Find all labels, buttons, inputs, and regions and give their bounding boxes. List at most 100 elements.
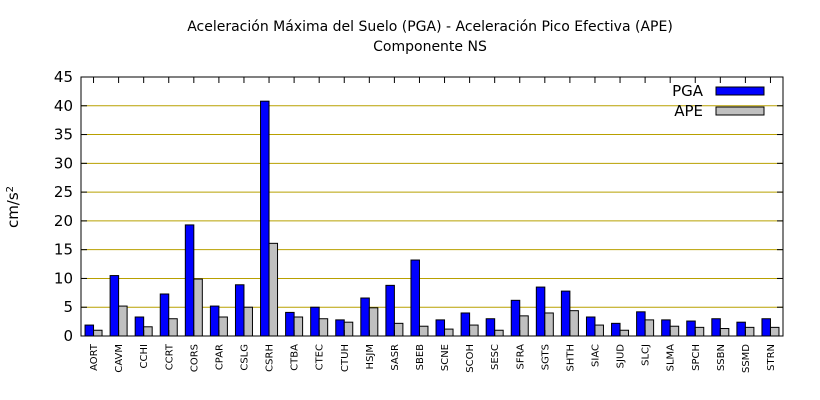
bar-ape <box>118 305 128 337</box>
bar-ape <box>418 325 429 337</box>
bar-pga <box>510 299 521 337</box>
x-category-label: SFRA <box>515 344 526 370</box>
bar-ape <box>318 318 329 337</box>
x-category-label: CAVM <box>114 344 125 373</box>
x-category-label: CTUH <box>340 344 351 372</box>
x-category-label: HSJM <box>365 344 376 369</box>
y-axis-label: cm/s2 <box>4 186 22 228</box>
legend-label: PGA <box>672 82 704 100</box>
x-category-label: SJUD <box>616 344 627 369</box>
bar-ape <box>594 324 604 337</box>
y-ticks: 0 5 10 15 20 25 30 35 40 45 <box>54 68 783 345</box>
bar-ape <box>544 312 554 337</box>
bar-ape <box>193 278 203 337</box>
x-category-label: CTBA <box>290 344 301 371</box>
bar-pga <box>410 259 420 337</box>
x-category-label: STRN <box>766 344 777 371</box>
bar-ape <box>644 319 655 337</box>
bar-pga <box>736 321 746 337</box>
bar-pga <box>435 319 446 337</box>
bars <box>84 100 780 337</box>
bar-ape <box>719 328 730 337</box>
bar-ape <box>569 310 579 337</box>
bar-pga <box>585 316 596 337</box>
x-category-label: AORT <box>89 343 100 371</box>
y-tick-label: 30 <box>54 154 73 172</box>
bar-pga <box>535 286 546 337</box>
x-category-label: SGTS <box>540 344 551 370</box>
x-categories: AORT CAVM CCHI CCRT CORS CPAR CSLG CSRH CTBA CTEC… <box>89 77 777 373</box>
bar-pga <box>560 290 571 337</box>
bar-ape <box>168 318 178 337</box>
bar-pga <box>134 316 145 337</box>
bar-pga <box>761 318 771 337</box>
x-category-label: SLMA <box>666 344 677 372</box>
bar-ape <box>243 306 253 337</box>
bar-ape <box>393 322 404 337</box>
bar-pga <box>285 311 295 337</box>
chart-subtitle: Componente NS <box>373 39 487 55</box>
bar-pga <box>159 293 170 337</box>
bar-pga <box>686 320 696 337</box>
y-tick-label: 40 <box>54 97 73 115</box>
bar-pga <box>234 284 245 337</box>
y-tick-label: 0 <box>63 327 73 345</box>
x-category-label: CTEC <box>315 344 326 370</box>
x-category-label: CCHI <box>139 344 150 368</box>
bar-ape <box>368 307 379 337</box>
legend-swatch <box>715 106 765 116</box>
bar-pga <box>485 318 496 337</box>
x-category-label: SLCJ <box>641 344 652 366</box>
bar-ape <box>519 315 529 337</box>
x-category-label: SPCH <box>691 344 702 371</box>
bar-ape <box>744 326 755 337</box>
y-tick-label: 5 <box>63 298 73 316</box>
x-category-label: SHTH <box>565 344 576 372</box>
bar-ape <box>268 242 279 337</box>
bar-pga <box>260 100 270 337</box>
x-category-label: SSMD <box>741 344 752 373</box>
y-tick-label: 35 <box>54 126 73 144</box>
legend-swatch <box>715 86 765 96</box>
x-category-label: SCNE <box>440 344 451 371</box>
bar-ape <box>343 321 354 337</box>
bar-pga <box>360 297 370 337</box>
bar-ape <box>93 329 103 337</box>
bar-pga <box>310 306 320 337</box>
x-category-label: CORS <box>189 344 200 372</box>
bar-pga <box>335 319 345 337</box>
x-category-label: SIAC <box>590 344 601 367</box>
bar-pga <box>460 312 471 337</box>
y-tick-label: 45 <box>54 68 73 86</box>
bar-ape <box>619 329 630 337</box>
x-category-label: SBEB <box>415 344 426 371</box>
x-category-label: CSRH <box>265 344 276 372</box>
y-tick-label: 10 <box>54 269 73 287</box>
y-tick-label: 15 <box>54 241 73 259</box>
bar-pga <box>109 275 120 337</box>
bar-pga <box>84 324 95 337</box>
bar-ape <box>218 316 228 337</box>
bar-ape <box>469 324 479 337</box>
legend: PGA APE <box>672 82 765 120</box>
bar-pga <box>611 322 621 337</box>
bar-pga <box>711 318 721 337</box>
bar-ape <box>143 326 153 337</box>
bar-ape <box>669 325 680 337</box>
bar-pga <box>209 305 220 337</box>
bar-ape <box>293 316 304 337</box>
x-category-label: CSLG <box>239 344 250 371</box>
chart-title: Aceleración Máxima del Suelo (PGA) - Ace… <box>187 19 673 35</box>
bar-pga <box>661 319 671 337</box>
x-category-label: CCRT <box>164 343 175 370</box>
bar-ape <box>494 329 504 337</box>
legend-label: APE <box>674 102 703 120</box>
y-tick-label: 25 <box>54 183 73 201</box>
x-category-label: SSBN <box>716 344 727 371</box>
bar-ape <box>769 326 780 337</box>
x-category-label: SESC <box>490 344 501 370</box>
bar-pga <box>636 311 646 337</box>
y-tick-label: 20 <box>54 212 73 230</box>
bar-pga <box>385 284 395 337</box>
